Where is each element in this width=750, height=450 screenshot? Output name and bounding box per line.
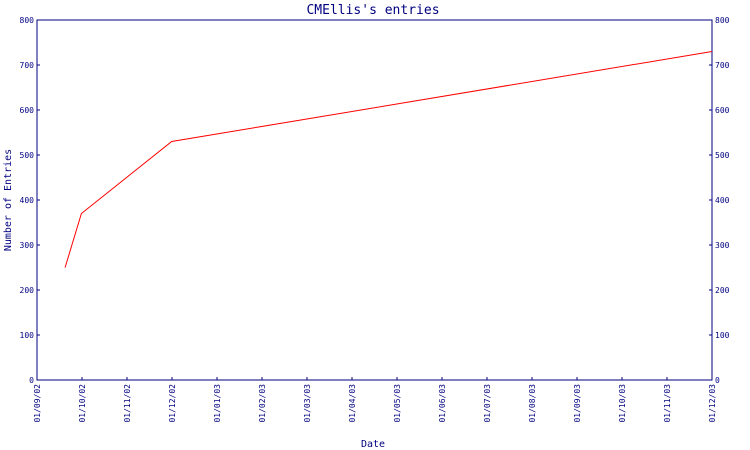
- x-tick-label: 01/10/02: [78, 384, 87, 423]
- y-tick-label-left: 200: [20, 286, 35, 295]
- x-axis-label: Date: [361, 439, 385, 450]
- x-tick-label: 01/12/03: [708, 384, 717, 423]
- y-tick-label-left: 700: [20, 61, 35, 70]
- y-tick-label-right: 500: [715, 151, 730, 160]
- y-tick-label-left: 400: [20, 196, 35, 205]
- x-tick-label: 01/08/03: [528, 384, 537, 423]
- y-tick-label-right: 800: [715, 16, 730, 25]
- x-tick-label: 01/06/03: [438, 384, 447, 423]
- y-tick-label-left: 0: [29, 376, 34, 385]
- x-tick-label: 01/01/03: [213, 384, 222, 423]
- y-tick-label-left: 100: [20, 331, 35, 340]
- x-tick-label: 01/09/02: [33, 384, 42, 423]
- x-tick-label: 01/11/03: [663, 384, 672, 423]
- y-tick-label-left: 500: [20, 151, 35, 160]
- y-tick-label-right: 600: [715, 106, 730, 115]
- x-tick-label: 01/07/03: [483, 384, 492, 423]
- series-line: [64, 51, 713, 268]
- x-tick-label: 01/11/02: [123, 384, 132, 423]
- y-tick-label-right: 200: [715, 286, 730, 295]
- y-tick-label-right: 0: [715, 376, 720, 385]
- y-tick-label-right: 300: [715, 241, 730, 250]
- y-tick-label-left: 800: [20, 16, 35, 25]
- x-tick-label: 01/02/03: [258, 384, 267, 423]
- x-tick-label: 01/09/03: [573, 384, 582, 423]
- y-tick-label-right: 400: [715, 196, 730, 205]
- x-tick-label: 01/04/03: [348, 384, 357, 423]
- x-tick-label: 01/03/03: [303, 384, 312, 423]
- x-tick-label: 01/05/03: [393, 384, 402, 423]
- chart-title: CMEllis's entries: [306, 3, 439, 18]
- y-tick-label-left: 600: [20, 106, 35, 115]
- x-tick-label: 01/10/03: [618, 384, 627, 423]
- y-axis-label: Number of Entries: [3, 149, 14, 251]
- plot-frame: [36, 19, 713, 381]
- x-tick-label: 01/12/02: [168, 384, 177, 423]
- y-tick-label-left: 300: [20, 241, 35, 250]
- y-tick-label-right: 700: [715, 61, 730, 70]
- y-tick-label-right: 100: [715, 331, 730, 340]
